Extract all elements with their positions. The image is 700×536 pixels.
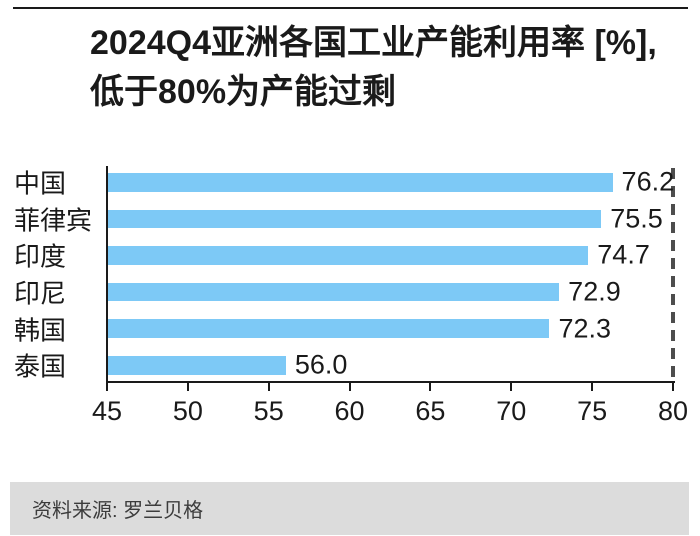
x-tick-label: 80 <box>657 396 689 426</box>
x-tick-label: 45 <box>91 396 123 426</box>
bar <box>108 356 286 375</box>
x-tick-label: 70 <box>496 396 527 426</box>
x-tick-label: 75 <box>577 396 608 426</box>
category-label: 中国 <box>14 168 67 199</box>
chart-title-line1: 2024Q4亚洲各国工业产能利用率 [%], <box>90 24 657 62</box>
x-tick-mark <box>672 383 674 391</box>
chart-title-line2: 低于80%为产能过剩 <box>90 73 397 111</box>
x-tick-mark <box>348 383 351 391</box>
value-label: 74.7 <box>597 239 650 270</box>
value-label: 72.9 <box>568 276 621 307</box>
x-tick-label: 65 <box>415 396 446 426</box>
source-footer: 资料来源: 罗兰贝格 <box>10 482 689 535</box>
overcapacity-threshold-line <box>671 168 675 381</box>
bar <box>108 282 560 302</box>
x-tick-mark <box>186 383 189 391</box>
bar <box>108 246 589 265</box>
top-rule <box>13 7 688 9</box>
x-tick-mark <box>510 383 513 391</box>
chart-title: 2024Q4亚洲各国工业产能利用率 [%], 低于80%为产能过剩 <box>90 19 700 117</box>
x-tick-label: 60 <box>334 396 365 426</box>
bar <box>108 319 550 338</box>
value-label: 72.3 <box>558 313 612 344</box>
x-tick-mark <box>591 383 594 391</box>
category-label: 菲律宾 <box>14 205 93 236</box>
value-label: 56.0 <box>294 349 348 380</box>
category-label: 印尼 <box>14 278 67 309</box>
x-tick-mark <box>267 383 270 391</box>
source-text: 资料来源: 罗兰贝格 <box>32 500 204 522</box>
x-axis-line <box>106 381 675 383</box>
bar <box>108 173 613 192</box>
x-tick-label: 55 <box>253 396 284 426</box>
y-axis-line <box>106 166 108 383</box>
value-label: 75.5 <box>610 203 663 234</box>
value-label: 76.2 <box>621 166 675 197</box>
bar <box>108 209 602 229</box>
x-tick-mark <box>106 383 108 391</box>
category-label: 韩国 <box>14 315 67 346</box>
category-label: 泰国 <box>14 351 67 382</box>
x-tick-label: 50 <box>172 396 203 426</box>
x-tick-mark <box>429 383 432 391</box>
category-label: 印度 <box>14 241 67 272</box>
